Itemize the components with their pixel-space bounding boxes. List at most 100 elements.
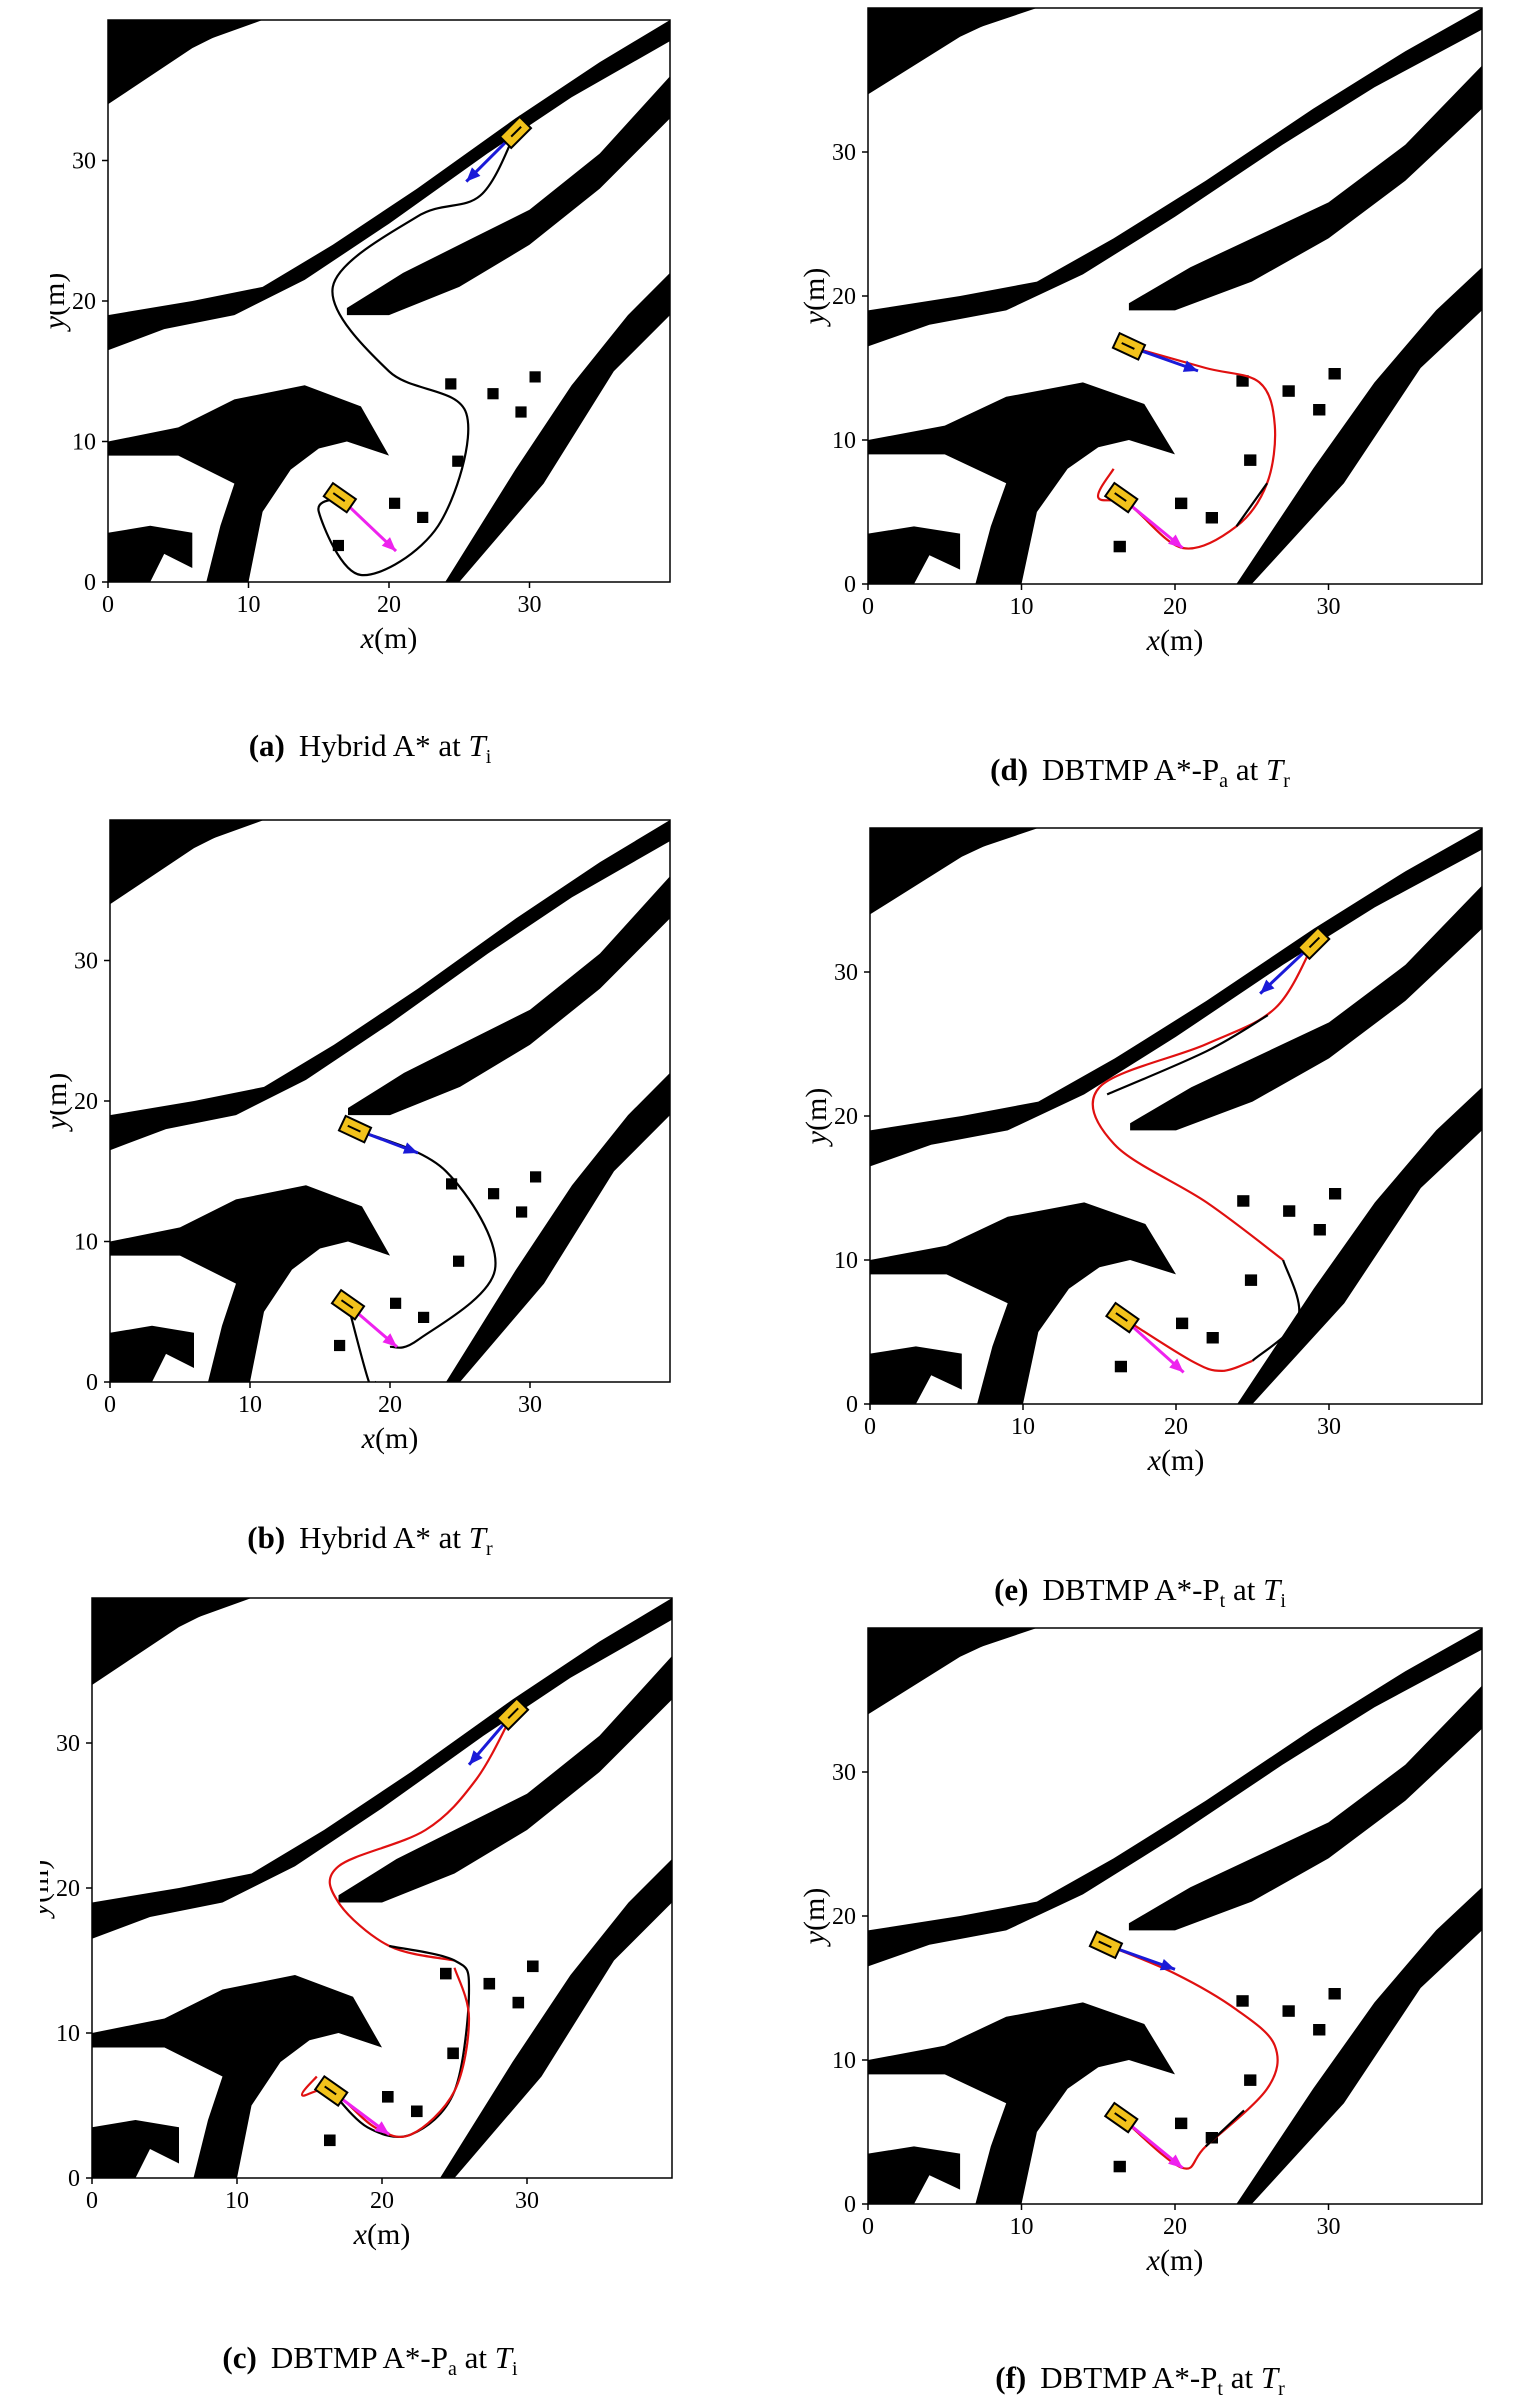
vehicle-heading [1114,2112,1127,2122]
obstacle-spot-7 [1113,2160,1126,2173]
caption-a: (a) Hybrid A* at Ti [248,728,492,769]
plot-e: 0 10 20 30 0 10 20 30 x(m) y(m) [800,827,1483,1477]
obstacle-5 [445,272,670,582]
x-tick-label: 0 [862,594,874,620]
x-tick-label: 20 [370,2188,394,2214]
caption-a-tsub: i [485,746,492,769]
caption-f: (f) DBTMP A*-Pt at Tr [995,2360,1285,2401]
obstacle-1 [108,20,249,56]
obstacle-5 [440,1859,672,2178]
obstacle-spot-5 [1176,1317,1189,1330]
caption-f-label: (f) [995,2360,1027,2395]
start-arrow-head [1159,1958,1175,1971]
obstacle-3 [868,8,1482,347]
obstacle-spot-0 [446,1178,458,1190]
path-old-2 [1251,1259,1301,1362]
start-arrow-head [402,1142,418,1154]
caption-c: (c) DBTMP A*-Pa at Ti [222,2340,518,2381]
goal-arrow-head [1168,534,1183,548]
caption-b-tsub: r [486,1538,493,1561]
y-tick-label: 30 [832,140,856,166]
vehicle-heading [1098,1940,1112,1949]
obstacle-spot-1 [1283,1205,1296,1217]
obstacle-spot-1 [1282,385,1295,397]
vehicle-heading [507,1707,519,1719]
obstacle-spot-5 [1175,497,1188,510]
obstacle-7 [868,2146,961,2204]
y-tick-label: 20 [834,1104,858,1130]
obstacle-6 [110,1185,390,1382]
path-new-2 [301,1967,471,2139]
obstacle-spot-2 [516,1206,528,1218]
goal-arrow-head [1169,1358,1184,1373]
x-tick-label: 10 [1010,594,1034,620]
caption-c-tsub: i [512,2358,518,2381]
obstacle-spot-5 [382,2091,394,2103]
obstacle-spot-3 [529,371,541,383]
obstacle-spot-2 [1313,2024,1326,2036]
map-d [868,8,1482,584]
obstacle-1 [92,1598,237,1635]
y-tick-label: 10 [72,430,96,456]
caption-c-label: (c) [222,2340,257,2375]
obstacle-4 [1130,885,1482,1131]
y-tick-label: 30 [72,149,96,175]
obstacle-spot-3 [1328,1988,1341,2000]
x-tick-label: 10 [225,2188,249,2214]
y-tick-label: 10 [834,1248,858,1274]
x-tick-label: 20 [1163,594,1187,620]
obstacle-spot-7 [1113,540,1126,553]
obstacle-spot-3 [1328,368,1341,380]
map-e [870,828,1482,1404]
x-tick-label: 30 [518,1392,542,1418]
obstacle-3 [868,1628,1482,1967]
y-axis-label: y(m) [50,273,71,333]
x-tick-label: 10 [237,592,261,618]
obstacle-4 [348,876,670,1116]
vehicle-1 [322,481,358,514]
obstacle-spot-1 [488,1188,500,1200]
obstacle-spot-7 [324,2134,336,2147]
vehicle-heading [324,2085,337,2096]
map-f [868,1628,1482,2204]
plot-f: 0 10 20 30 0 10 20 30 x(m) y(m) [798,1627,1483,2277]
obstacle-5 [1236,1887,1482,2204]
obstacle-spot-3 [527,1960,539,1973]
obstacle-3 [110,820,670,1151]
x-axis-label: x(m) [1146,2244,1204,2277]
y-tick-label: 10 [832,428,856,454]
plot-a: 0 10 20 30 0 10 20 30 x(m) y(m) [50,19,671,655]
obstacle-spot-2 [515,406,527,418]
vehicle-1 [1103,2101,1139,2134]
path-new-3 [1121,1316,1253,1373]
obstacle-spot-3 [1329,1188,1342,1200]
y-axis-label: y(m) [798,1888,831,1948]
caption-d-tsym: T [1265,752,1284,787]
path-new-0 [1105,1943,1279,2170]
obstacle-spot-4 [453,1255,465,1267]
caption-e: (e) DBTMP A*-Pt at Ti [994,1572,1286,1613]
obstacle-spot-6 [417,511,429,523]
obstacle-spot-5 [390,1297,402,1309]
caption-f-msub: t [1217,2378,1223,2401]
caption-b-label: (b) [247,1520,286,1555]
vehicle-0 [1111,331,1147,361]
vehicle-heading [340,1299,354,1309]
path-old-1 [1204,2109,1245,2148]
y-tick-label: 30 [74,949,98,975]
y-axis-label: y(m) [800,1088,833,1148]
caption-a-label: (a) [248,728,285,763]
caption-d-label: (d) [990,752,1029,787]
obstacle-spot-5 [389,497,401,509]
x-axis-label: x(m) [361,1422,419,1455]
obstacle-spot-0 [1236,375,1249,387]
start-arrow-head [469,1750,483,1765]
vehicle-heading [510,126,522,138]
y-tick-label: 10 [56,2021,80,2047]
obstacle-spot-7 [1114,1360,1127,1373]
obstacle-3 [92,1598,672,1939]
x-tick-label: 0 [86,2188,98,2214]
caption-b-method: Hybrid A* [299,1520,431,1555]
obstacle-5 [1237,1087,1482,1404]
y-tick-label: 30 [832,1760,856,1786]
